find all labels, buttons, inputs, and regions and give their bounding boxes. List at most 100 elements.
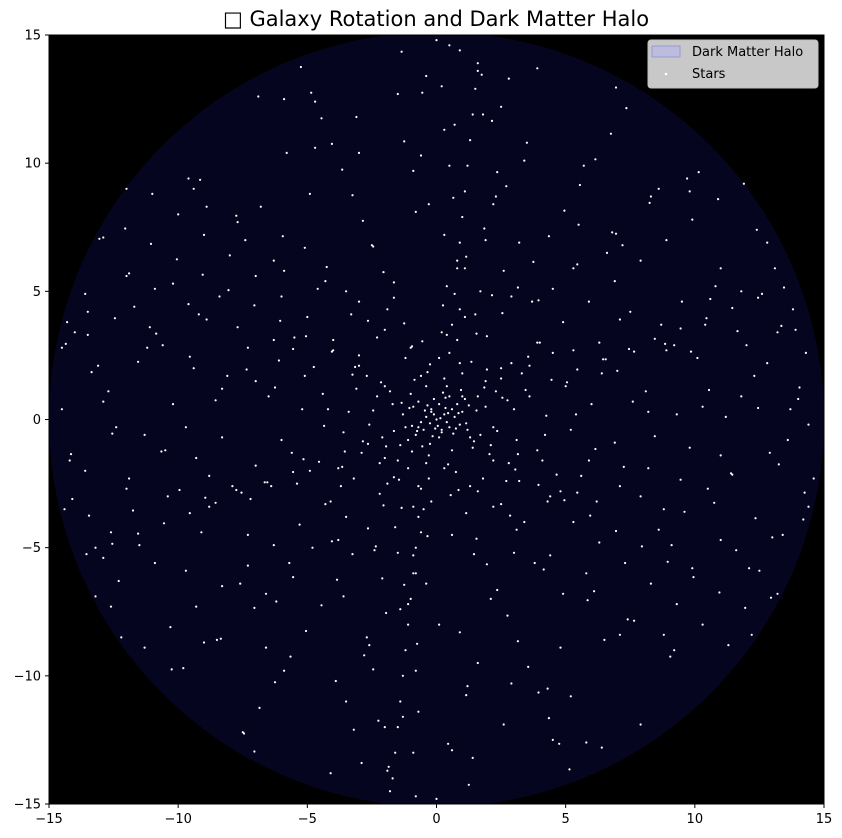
star-point	[201, 273, 204, 276]
star-point	[325, 265, 328, 269]
star-point	[417, 515, 420, 519]
star-point	[412, 572, 415, 575]
star-point	[484, 405, 487, 408]
star-point	[365, 374, 368, 377]
star-point	[485, 335, 488, 338]
star-point	[182, 667, 185, 670]
star-point	[361, 219, 364, 222]
star-point	[598, 541, 601, 544]
star-point	[447, 742, 450, 745]
star-point	[277, 359, 280, 362]
star-point	[438, 403, 441, 406]
star-point	[425, 462, 428, 465]
star-point	[421, 340, 424, 343]
star-point	[494, 390, 497, 393]
star-point	[417, 426, 420, 429]
star-point	[507, 462, 510, 465]
star-point	[330, 540, 333, 543]
star-point	[221, 436, 224, 439]
star-point	[496, 429, 499, 433]
star-point	[403, 322, 406, 325]
star-point	[272, 544, 275, 547]
x-tick-label: 15	[816, 812, 833, 827]
star-point	[314, 100, 317, 103]
star-point	[753, 374, 756, 377]
star-point	[456, 338, 459, 342]
star-point	[572, 267, 575, 270]
star-point	[457, 488, 460, 492]
star-point	[563, 499, 566, 502]
star-point	[317, 460, 321, 463]
star-point	[547, 717, 551, 720]
star-point	[337, 467, 340, 470]
star-point	[399, 700, 402, 703]
star-point	[111, 432, 114, 435]
star-point	[648, 201, 651, 204]
star-point	[489, 597, 492, 601]
star-point	[385, 611, 388, 615]
star-point	[438, 436, 441, 439]
star-point	[272, 338, 275, 342]
star-point	[490, 294, 494, 297]
star-point	[458, 631, 461, 634]
star-point	[422, 428, 425, 431]
star-point	[441, 304, 445, 307]
star-point	[379, 381, 383, 384]
star-point	[551, 351, 554, 354]
star-point	[137, 360, 140, 363]
star-point	[669, 655, 672, 658]
star-point	[435, 418, 438, 421]
star-point	[351, 373, 354, 376]
star-point	[595, 500, 598, 503]
star-point	[427, 477, 430, 480]
star-point	[94, 546, 97, 549]
star-point	[419, 531, 423, 534]
star-point	[551, 287, 554, 290]
star-point	[94, 595, 97, 598]
star-point	[609, 132, 613, 135]
star-point	[386, 769, 389, 772]
star-point	[510, 295, 513, 298]
star-point	[117, 579, 120, 583]
star-point	[345, 290, 348, 293]
star-point	[383, 385, 386, 388]
star-point	[226, 374, 229, 377]
star-point	[673, 649, 676, 652]
star-point	[537, 483, 540, 486]
star-point	[399, 444, 402, 447]
star-point	[440, 431, 443, 434]
star-point	[283, 98, 286, 101]
star-point	[613, 441, 616, 444]
star-point	[355, 115, 358, 119]
star-point	[254, 464, 257, 467]
star-point	[680, 300, 684, 303]
star-point	[391, 777, 394, 780]
star-point	[766, 241, 769, 244]
legend-halo-swatch	[651, 45, 681, 58]
star-point	[621, 244, 624, 247]
star-point	[417, 485, 420, 488]
star-point	[227, 289, 230, 292]
star-point	[587, 459, 591, 462]
star-point	[461, 215, 464, 219]
star-point	[352, 477, 355, 480]
star-point	[551, 738, 554, 742]
star-point	[404, 356, 407, 360]
star-point	[235, 488, 238, 492]
star-point	[773, 267, 777, 270]
star-point	[407, 623, 410, 626]
star-point	[107, 390, 110, 393]
star-point	[434, 427, 437, 430]
star-point	[419, 154, 423, 157]
y-tick-label: 5	[33, 285, 41, 300]
star-point	[84, 469, 87, 472]
star-point	[221, 387, 224, 390]
star-point	[528, 395, 531, 398]
star-point	[324, 280, 327, 283]
star-point	[246, 533, 249, 537]
star-point	[532, 260, 535, 263]
star-point	[400, 506, 403, 509]
star-point	[574, 413, 578, 416]
star-point	[594, 447, 597, 451]
star-point	[125, 187, 128, 190]
